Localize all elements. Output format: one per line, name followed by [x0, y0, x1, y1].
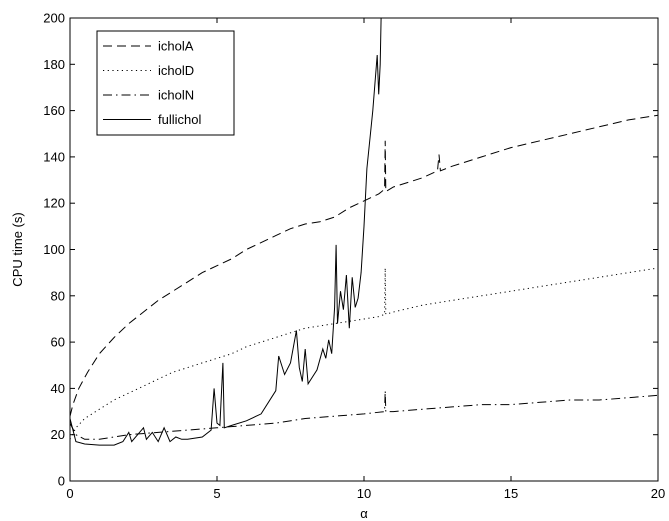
- x-axis-title: α: [360, 506, 368, 521]
- y-axis-title: CPU time (s): [10, 212, 25, 286]
- legend-box: [96, 30, 235, 136]
- x-tick-label: 20: [651, 486, 665, 501]
- y-tick-label: 120: [43, 196, 65, 211]
- y-tick-label: 100: [43, 242, 65, 257]
- y-tick-label: 140: [43, 149, 65, 164]
- y-tick-label: 200: [43, 11, 65, 26]
- series-ichold-line: [70, 267, 658, 440]
- legend-label-fullichol: fullichol: [158, 112, 201, 127]
- y-tick-label: 20: [51, 427, 65, 442]
- legend: icholA icholD icholN fullichol: [96, 30, 235, 136]
- y-tick-label: 80: [51, 288, 65, 303]
- series-layer: [70, 18, 658, 446]
- y-tick-label: 60: [51, 335, 65, 350]
- y-tick-label: 160: [43, 103, 65, 118]
- x-tick-label: 0: [66, 486, 73, 501]
- x-tick-label: 10: [357, 486, 371, 501]
- legend-label-ichola: icholA: [158, 39, 194, 54]
- x-tick-label: 5: [213, 486, 220, 501]
- y-tick-label: 0: [58, 474, 65, 489]
- y-tick-label: 40: [51, 381, 65, 396]
- legend-label-icholn: icholN: [158, 88, 194, 103]
- series-fullichol-line: [70, 18, 382, 446]
- legend-label-ichold: icholD: [158, 63, 194, 78]
- x-tick-label: 15: [504, 486, 518, 501]
- y-tick-label: 180: [43, 57, 65, 72]
